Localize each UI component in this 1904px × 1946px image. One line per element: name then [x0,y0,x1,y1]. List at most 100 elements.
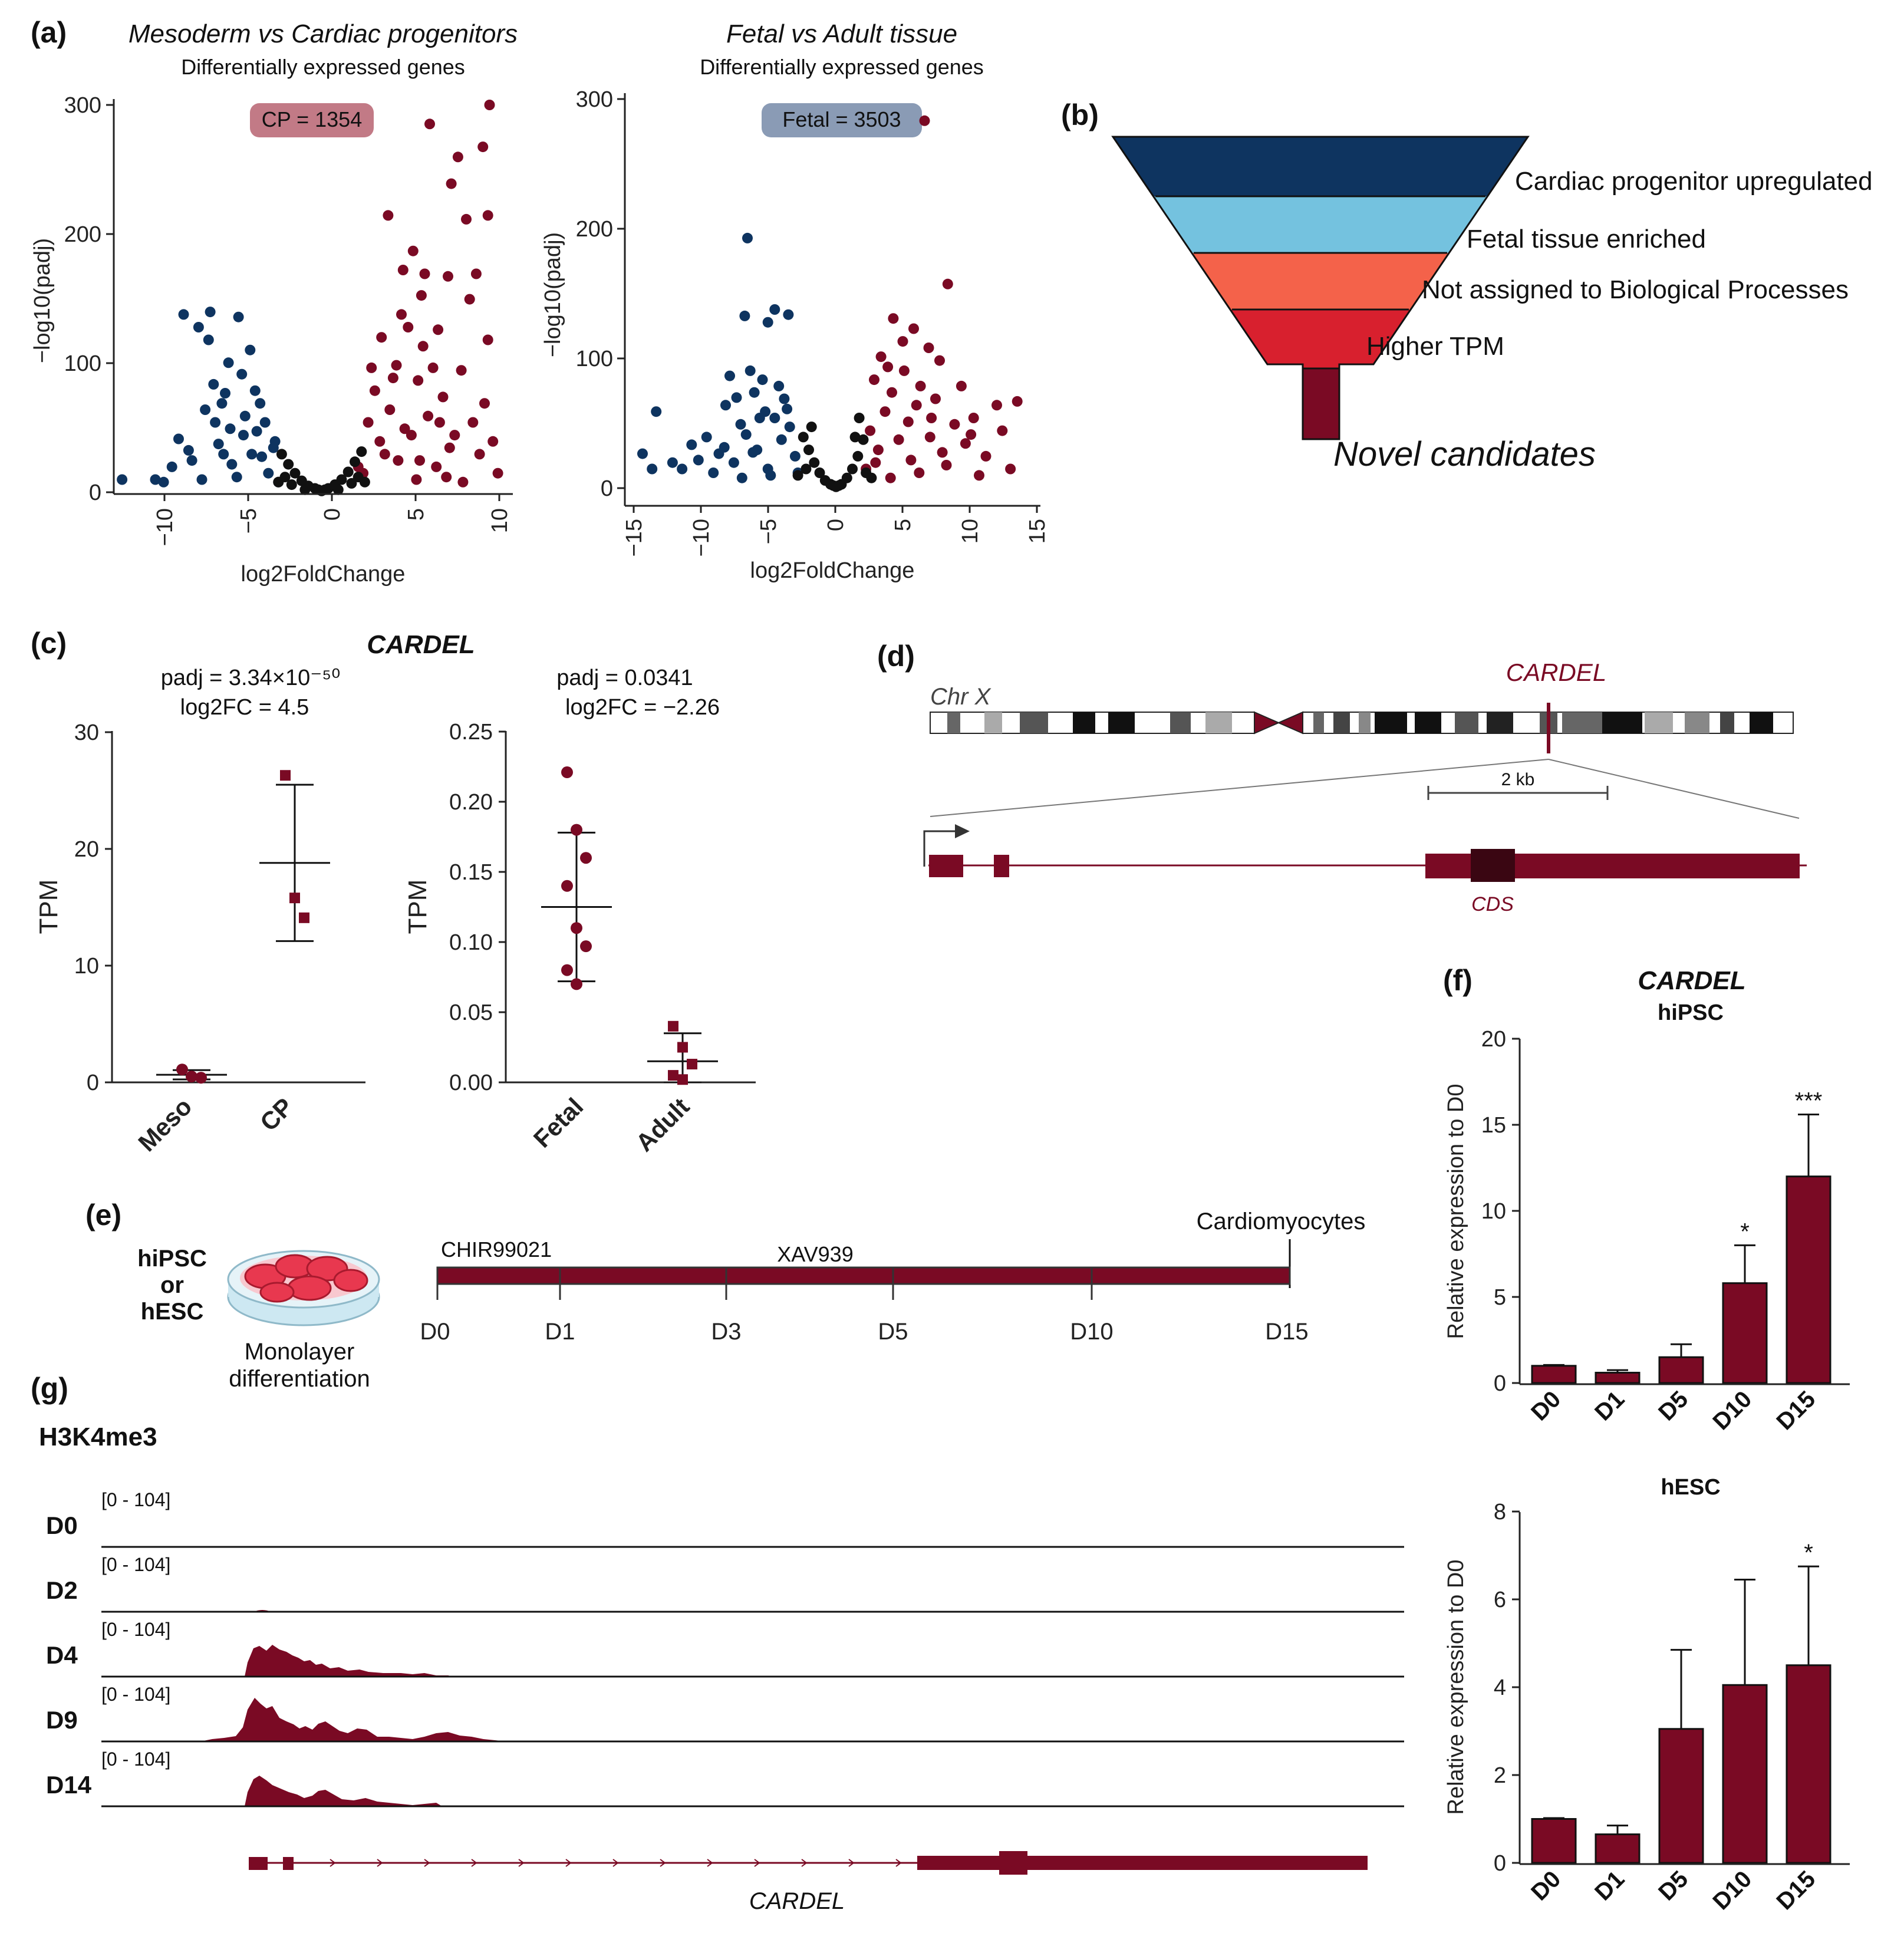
y-tick-label: 8 [1494,1500,1506,1524]
volcano-point [934,355,945,366]
volcano-point [637,448,648,459]
volcano-point [467,417,479,428]
sample-point [176,1063,188,1076]
volcano-point [803,444,814,456]
y-axis-label: Relative expression to D0 [1444,1560,1468,1815]
track-range: [0 - 104] [101,1554,170,1575]
volcano-point [359,476,370,488]
volcano-point [245,344,256,355]
y-tick-label: 5 [1494,1285,1506,1310]
volcano-point [749,387,760,398]
volcano-point [231,472,242,483]
x-tick-label: −15 [622,519,647,557]
bar-category-label: D0 [1526,1386,1566,1425]
sample-point [289,893,300,904]
zoom-line-right [1548,759,1800,819]
panel-a-left: Mesoderm vs Cardiac progenitors Differen… [30,19,518,587]
volcano-point [283,459,294,470]
volcano-plot-fetal-adult [637,115,1023,492]
volcano-point [393,455,404,466]
volcano-point [431,461,442,472]
volcano-point [740,429,752,440]
track-d4: [0 - 104] D4 [46,1619,1404,1678]
volcano-point [383,210,394,221]
y-tick-label: 6 [1494,1588,1506,1612]
volcano-point [1012,396,1023,407]
track-range: [0 - 104] [101,1619,170,1640]
panel-f-gene-title: CARDEL [1638,966,1745,995]
y-tick-label: 0 [1494,1851,1506,1876]
track-range: [0 - 104] [101,1684,170,1705]
bar [1595,1833,1641,1864]
x-tick-label: 5 [404,508,429,521]
volcano-point [374,436,386,447]
volcano-point [363,417,374,428]
track-range: [0 - 104] [101,1489,170,1510]
track-d14: [0 - 104] D14 [46,1749,1404,1807]
y-tick-label: 0 [601,476,613,501]
x-category-label: Meso [133,1092,197,1157]
bar [1531,1818,1577,1864]
volcano-point [399,423,410,434]
volcano-point [926,413,937,423]
sample-point [186,1071,197,1083]
bar-category-label: D10 [1708,1386,1757,1435]
track-d0: [0 - 104] D0 [46,1489,1404,1548]
volcano-point [356,446,367,457]
chromosome-ideogram [930,711,1794,735]
funnel-level-5 [1297,368,1344,439]
bar-category-label: D15 [1771,1866,1820,1915]
x-tick-label: −10 [689,519,714,557]
petri-dish-icon [227,1250,380,1326]
funnel-diagram: Cardiac progenitor upregulated Fetal tis… [1111,136,1873,473]
volcano-point [745,365,756,376]
cell-type-label: hESC [141,1299,204,1325]
y-tick-label: 100 [576,347,613,371]
log2fc-label: log2FC = −2.26 [565,695,720,720]
volcano-point [416,290,427,301]
volcano-point [239,410,251,422]
volcano-point [419,268,430,279]
volcano-point [937,447,948,458]
volcano-point [397,265,409,275]
funnel-label-4: Higher TPM [1366,332,1504,361]
volcano-point [406,430,417,441]
volcano-point [269,436,281,447]
volcano-point [449,430,460,441]
sample-point [571,978,582,990]
volcano-point [236,368,248,380]
volcano-point [882,361,894,373]
volcano-point [888,313,899,324]
volcano-point [841,472,852,483]
day-label: D15 [1265,1319,1308,1345]
volcano-point [693,455,704,466]
bar [1531,1365,1577,1384]
funnel-label-2: Fetal tissue enriched [1467,225,1706,253]
y-tick-label: 4 [1494,1675,1506,1700]
volcano-point [384,404,396,415]
panel-c-right: padj = 0.0341 log2FC = −2.26 0.00 0.05 0… [403,666,756,1157]
volcano-point [417,341,429,352]
bar-category-label: D5 [1653,1386,1693,1425]
sample-point [195,1072,207,1084]
funnel-label-3: Not assigned to Biological Processes [1422,275,1849,304]
significance-label: *** [1795,1088,1823,1114]
y-axis-label: −log10(padj) [541,232,565,357]
gene-name-label: CARDEL [749,1888,845,1914]
bar [1658,1356,1704,1384]
volcano-point [256,451,268,462]
volcano-point [849,432,861,443]
volcano-point [852,450,864,462]
panel-label-c: (c) [31,627,67,660]
count-badge-label: CP = 1354 [262,107,362,131]
volcano-point [434,417,445,428]
x-category-label: CP [255,1092,299,1137]
volcano-point [893,434,904,445]
panel-label-e: (e) [85,1198,121,1232]
volcano-point [226,459,238,470]
volcano-point [487,436,499,447]
volcano-point [974,470,984,481]
volcano-point [286,479,297,490]
panel-a-left-subtitle: Differentially expressed genes [181,55,465,79]
chromosome-map: Chr X CARDEL [923,658,1807,916]
